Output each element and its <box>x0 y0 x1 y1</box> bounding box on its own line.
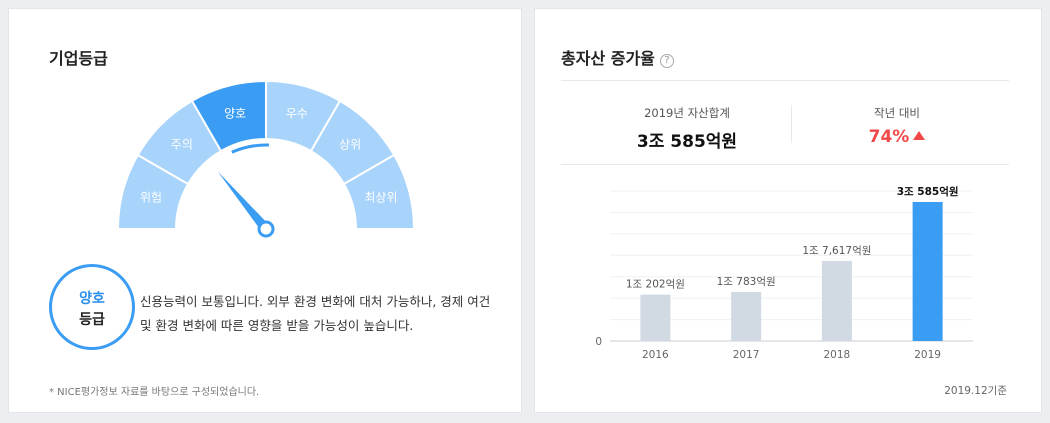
bar-data-label: 1조 783억원 <box>717 276 776 288</box>
help-icon[interactable]: ? <box>659 54 674 68</box>
total-assets-value: 3조 585억원 <box>636 132 738 152</box>
gauge-segment-6 <box>342 153 416 230</box>
y-tick-label: 0 <box>595 336 602 348</box>
gauge-label-3: 양호 <box>224 107 246 121</box>
x-tick-label: 2017 <box>733 349 760 361</box>
grade-badge: 양호 등급 <box>49 264 135 350</box>
x-tick-label: 2019 <box>914 349 941 361</box>
yoy-value-wrap: 74% <box>797 127 997 147</box>
gauge-needle-hub <box>257 220 275 238</box>
stat-divider <box>791 105 792 143</box>
grade-description: 신용능력이 보통입니다. 외부 환경 변화에 대처 가능하나, 경제 여건 및 … <box>140 294 491 333</box>
grade-badge-grade: 양호 <box>79 291 105 307</box>
bar-data-label: 1조 202억원 <box>626 279 685 291</box>
gauge-needle <box>217 171 270 233</box>
asset-growth-title-text: 총자산 증가율 <box>561 49 655 68</box>
basis-date: 2019.12기준 <box>944 385 1007 397</box>
divider-top <box>561 80 1009 81</box>
gauge-label-5: 상위 <box>339 137 361 151</box>
credit-grade-title: 기업등급 <box>49 49 108 68</box>
gauge-label-2: 주의 <box>171 137 193 151</box>
bar-2016 <box>640 294 671 341</box>
asset-growth-card: 총자산 증가율? 2019년 자산합계 3조 585억원 작년 대비 74% 0… <box>534 8 1042 413</box>
increase-arrow-icon <box>913 131 926 140</box>
bar-data-label: 3조 585억원 <box>897 185 959 198</box>
bar-2018 <box>821 260 852 341</box>
gauge-label-4: 우수 <box>286 107 308 121</box>
yoy-stat: 작년 대비 74% <box>797 105 997 147</box>
yoy-label: 작년 대비 <box>874 106 920 120</box>
source-footnote: * NICE평가정보 자료를 바탕으로 구성되었습니다. <box>49 387 260 398</box>
total-assets-label: 2019년 자산합계 <box>644 106 730 120</box>
asset-bar-chart: 0 1조 202억원 2016 1조 783억원 2017 1조 7,617억원 2018 3… <box>595 185 973 361</box>
divider-mid <box>561 164 1009 165</box>
bar-2017 <box>731 291 762 341</box>
bar-2019 <box>912 201 943 341</box>
x-tick-label: 2016 <box>642 349 669 361</box>
bar-data-label: 1조 7,617억원 <box>802 245 871 257</box>
total-assets-stat: 2019년 자산합계 3조 585억원 <box>587 105 787 152</box>
yoy-value: 74% <box>868 127 910 147</box>
x-tick-label: 2018 <box>824 349 851 361</box>
credit-grade-card: 기업등급 위험 주의 양호 우수 상위 최상위 양호 등급 신용능력이 보통입니다. 외부… <box>8 8 522 413</box>
gauge-active-arc <box>231 143 269 154</box>
grade-badge-suffix: 등급 <box>79 312 105 328</box>
asset-growth-title: 총자산 증가율? <box>561 45 674 69</box>
gauge-label-6: 최상위 <box>364 191 397 205</box>
gauge-label-1: 위험 <box>140 191 162 205</box>
